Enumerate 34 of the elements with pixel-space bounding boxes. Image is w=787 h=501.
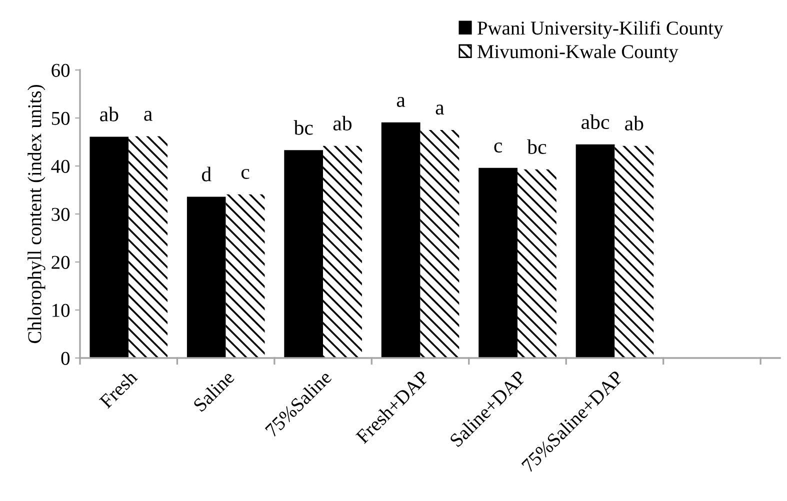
annotation: bc xyxy=(294,120,313,135)
bar xyxy=(478,168,518,358)
annotation: a xyxy=(396,96,406,107)
bar xyxy=(381,122,420,358)
bar xyxy=(576,144,615,358)
annotation: bc xyxy=(527,139,546,154)
y-tick-label: 0 xyxy=(61,352,70,365)
y-axis-title: Chlorophyll content (index units) xyxy=(28,84,46,344)
annotation: c xyxy=(494,142,502,153)
legend-label: Pwani University-Kilifi County xyxy=(478,20,724,39)
bar xyxy=(186,196,226,358)
y-tick-label: 50 xyxy=(52,112,70,125)
bar xyxy=(90,136,129,358)
y-tick-label: 40 xyxy=(51,160,70,173)
bar xyxy=(614,146,654,358)
annotation: c xyxy=(241,168,250,179)
annotation: a xyxy=(144,110,152,121)
annotation: abc xyxy=(582,114,610,130)
bar xyxy=(226,194,265,358)
bar xyxy=(128,136,168,358)
annotation: ab xyxy=(333,116,352,130)
annotation: ab xyxy=(625,116,644,130)
annotation: ab xyxy=(100,106,118,122)
y-tick-label: 10 xyxy=(52,304,70,317)
bar xyxy=(420,130,460,358)
y-tick-label: 20 xyxy=(52,256,70,269)
annotation: a xyxy=(436,104,444,115)
legend-label: Mivumoni-Kwale County xyxy=(478,44,678,62)
bar xyxy=(284,150,324,358)
annotation: d xyxy=(202,166,212,182)
y-tick-label: 60 xyxy=(52,64,70,77)
bar xyxy=(518,169,556,358)
bar xyxy=(323,146,362,358)
y-tick-label: 30 xyxy=(52,208,70,221)
